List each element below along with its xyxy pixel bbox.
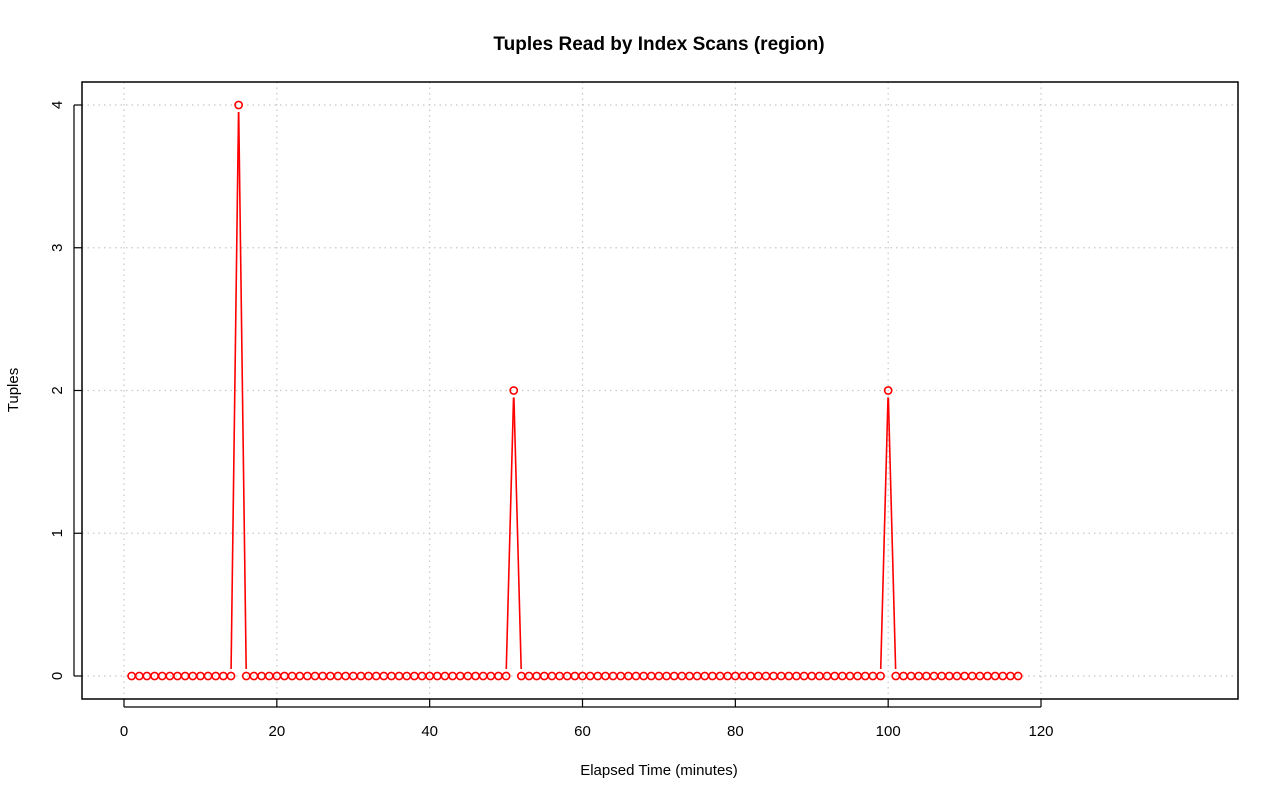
x-tick-label: 60 — [574, 723, 591, 740]
data-point — [967, 671, 977, 681]
data-point — [585, 671, 595, 681]
data-point — [448, 671, 457, 681]
y-tick-label: 1 — [49, 529, 66, 537]
x-axis: 0 20 40 60 80 100 120 — [120, 699, 1054, 740]
data-point — [623, 671, 633, 681]
series-segment — [505, 397, 515, 670]
data-point — [883, 386, 893, 395]
data-point — [241, 671, 251, 681]
data-point — [310, 671, 320, 681]
data-point — [860, 671, 870, 681]
data-point — [501, 671, 511, 681]
data-point — [1013, 671, 1023, 681]
data-point — [486, 671, 496, 681]
data-point — [524, 671, 534, 681]
data-point — [792, 671, 801, 681]
data-point — [654, 671, 664, 681]
data-point — [929, 671, 939, 681]
data-point — [891, 671, 901, 681]
x-tick-label: 120 — [1028, 723, 1053, 740]
data-point — [509, 386, 519, 395]
chart-title: Tuples Read by Index Scans (region) — [493, 34, 824, 55]
y-tick-label: 4 — [49, 101, 66, 109]
data-point — [165, 671, 175, 681]
data-point — [211, 671, 221, 681]
data-point — [348, 671, 358, 681]
data-point — [692, 671, 702, 681]
data-point — [379, 671, 389, 681]
data-point — [417, 671, 427, 681]
data-point — [409, 671, 419, 681]
data-point — [234, 100, 244, 110]
series-segment — [887, 397, 897, 670]
data-point — [203, 671, 213, 681]
data-point — [555, 671, 564, 681]
series-segment — [513, 397, 522, 670]
x-tick-label: 100 — [876, 723, 901, 740]
data-point — [937, 671, 947, 681]
data-point — [440, 671, 450, 681]
data-point — [516, 671, 526, 681]
series-lines — [230, 111, 897, 670]
grid-lines — [82, 82, 1238, 699]
data-point — [341, 671, 351, 681]
y-tick-label: 0 — [49, 672, 66, 680]
data-point — [998, 671, 1008, 681]
series-segment — [237, 111, 247, 670]
x-axis-label: Elapsed Time (minutes) — [580, 762, 738, 779]
data-point — [876, 671, 885, 681]
x-tick-label: 40 — [421, 723, 438, 740]
data-points — [127, 100, 1023, 681]
data-point — [662, 671, 671, 681]
series-segment — [230, 111, 240, 670]
data-point — [799, 671, 809, 681]
y-tick-label: 3 — [49, 244, 66, 252]
data-point — [226, 671, 236, 681]
data-point — [761, 671, 771, 681]
data-point — [134, 671, 144, 681]
data-point — [753, 671, 763, 681]
data-point — [723, 671, 733, 681]
data-point — [173, 671, 182, 681]
data-point — [303, 671, 312, 681]
y-tick-label: 2 — [49, 386, 66, 394]
data-point — [685, 671, 694, 681]
data-point — [616, 671, 626, 681]
x-tick-label: 80 — [727, 723, 744, 740]
y-axis-label: Tuples — [5, 368, 22, 412]
y-axis: 0 1 2 3 4 — [49, 101, 82, 680]
data-point — [478, 671, 488, 681]
data-point — [899, 671, 908, 681]
x-tick-label: 0 — [120, 723, 128, 740]
series-segment — [879, 397, 889, 670]
data-point — [830, 671, 840, 681]
data-point — [547, 671, 557, 681]
x-tick-label: 20 — [268, 723, 285, 740]
